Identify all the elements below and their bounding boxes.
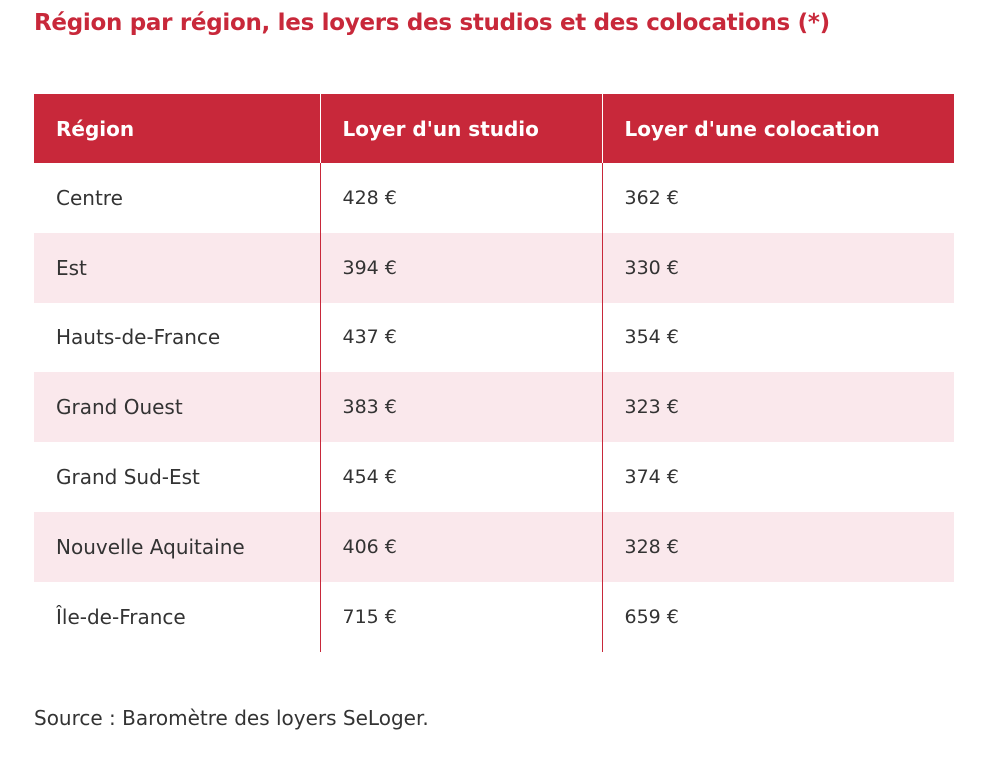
region-cell: Est (34, 232, 320, 303)
rent-cell: 437 € (319, 302, 602, 373)
rent-cell: 354 € (601, 302, 954, 373)
region-cell: Grand Ouest (34, 372, 320, 443)
region-cell: Nouvelle Aquitaine (34, 511, 320, 582)
table-row: Île-de-France 715 €659 € (34, 581, 954, 652)
table-row: Grand Ouest 383 €323 € (34, 372, 954, 443)
header-cell: Région (34, 94, 320, 163)
table-body: Centre 428 €362 € Est 394 €330 € Hauts-de-Fr… (34, 163, 954, 652)
source: Source : Baromètre des loyers SeLoger. (34, 706, 429, 730)
rent-cell: 454 € (319, 442, 602, 512)
table-row: Est 394 €330 € (34, 232, 954, 303)
title: Région par région, les loyers des studio… (34, 10, 830, 36)
header-cell: Loyer d'une colocation (601, 94, 954, 163)
rent-cell: 323 € (601, 372, 954, 443)
rent-table: Région Loyer d'un studio Loyer d'une coloc… (34, 94, 954, 652)
table-row: Hauts-de-France 437 €354 € (34, 302, 954, 373)
table-row: Centre 428 €362 € (34, 163, 954, 233)
table-row: Grand Sud-Est 454 €374 € (34, 442, 954, 512)
table-header: Région Loyer d'un studio Loyer d'une coloc… (34, 94, 954, 163)
rent-cell: 383 € (319, 372, 602, 443)
rent-cell: 362 € (601, 163, 954, 233)
rent-cell: 715 € (319, 581, 602, 652)
rent-cell: 406 € (319, 511, 602, 582)
rent-cell: 330 € (601, 232, 954, 303)
region-cell: Centre (56, 185, 123, 210)
rent-cell: 428 € (319, 163, 602, 233)
region-cell: Hauts-de-France (56, 325, 221, 350)
header-row: Région Loyer d'un studio Loyer d'une coloc… (34, 94, 954, 163)
rent-cell: 328 € (601, 511, 954, 582)
region-cell: Grand Sud-Est (56, 465, 200, 490)
rent-cell: 374 € (601, 442, 954, 512)
table-row: Nouvelle Aquitaine 406 €328 € (34, 511, 954, 582)
header-cell: Loyer d'un studio (319, 94, 602, 163)
rent-cell: 659 € (601, 581, 954, 652)
rent-cell: 394 € (319, 232, 602, 303)
region-cell: Île-de-France (56, 604, 186, 629)
